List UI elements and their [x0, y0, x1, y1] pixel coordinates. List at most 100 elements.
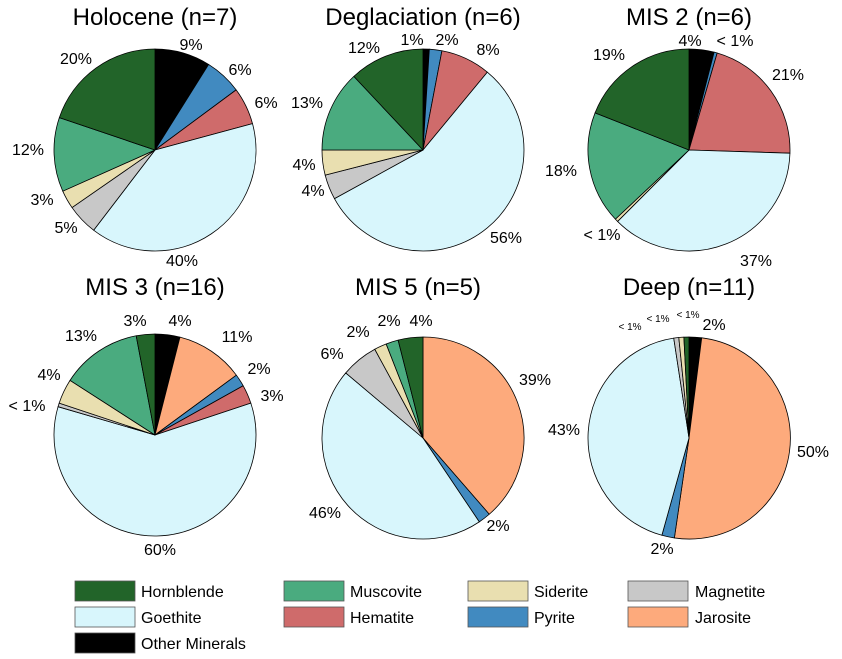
chart-title: Deep (n=11) — [623, 274, 755, 301]
pct-label: 4% — [168, 313, 191, 330]
legend-label: Magnetite — [695, 584, 765, 601]
pct-label: 2% — [486, 518, 509, 535]
legend-item-goethite: Goethite — [74, 606, 202, 628]
pie-mis2: MIS 2 (n=6) 4% < 1% 21% 37% < 1% 18% 19% — [545, 4, 804, 270]
pct-label: 3% — [123, 313, 146, 330]
pct-label: 2% — [650, 541, 673, 558]
legend-label: Siderite — [534, 584, 588, 601]
pie-slice-hornblende — [683, 336, 690, 439]
pct-label: 12% — [348, 40, 380, 57]
pie-slice-goethite — [587, 337, 690, 536]
pct-label: 40% — [166, 253, 198, 270]
pie-slice-muscovite — [69, 335, 156, 436]
pct-label: 4% — [409, 313, 432, 330]
pct-label: 6% — [320, 346, 343, 363]
pie-slice-goethite — [617, 149, 791, 252]
pie-slice-hornblende — [58, 48, 156, 151]
pie-holocene: Holocene (n=7) 9% 6% 6% 40% 5% 3% 12% 20… — [12, 4, 278, 270]
pct-label: 21% — [772, 67, 804, 84]
pct-label: 60% — [144, 542, 176, 559]
pct-label: 8% — [476, 42, 499, 59]
pct-label: < 1% — [717, 33, 754, 50]
legend-label: Hematite — [350, 610, 414, 627]
legend-item-other-minerals: Other Minerals — [74, 632, 246, 654]
pct-label: 37% — [740, 253, 772, 270]
pct-label: < 1% — [9, 398, 46, 415]
legend-label: Other Minerals — [141, 636, 246, 653]
pct-label: 4% — [301, 183, 324, 200]
chart-title: MIS 5 (n=5) — [355, 274, 481, 301]
pie-slice-jarosite — [154, 336, 237, 436]
pct-label: 43% — [548, 422, 580, 439]
pct-label: 2% — [247, 361, 270, 378]
pct-label: 6% — [228, 62, 251, 79]
pct-label: 1% — [400, 32, 423, 49]
pct-label-small: < 1% — [646, 314, 669, 325]
legend-item-siderite: Siderite — [467, 580, 588, 602]
legend-label: Muscovite — [350, 584, 422, 601]
pct-label: 2% — [702, 317, 725, 334]
legend-label: Jarosite — [695, 610, 751, 627]
pct-label: 13% — [291, 95, 323, 112]
legend-item-hornblende: Hornblende — [74, 580, 224, 602]
pct-label: 56% — [490, 230, 522, 247]
pie-slice-jarosite — [673, 337, 791, 540]
legend-label: Goethite — [141, 610, 202, 627]
pie-deglaciation: Deglaciation (n=6) 1% 2% 8% 56% 4% 4% 13… — [291, 4, 525, 252]
pct-label: 3% — [30, 192, 53, 209]
pct-label-small: < 1% — [618, 322, 641, 333]
pie-mis5: MIS 5 (n=5) 39% 2% 46% 6% 2% 2% 4% — [309, 274, 551, 540]
pie-slice-muscovite — [587, 112, 690, 220]
pct-label: 12% — [12, 142, 44, 159]
pct-label: 13% — [65, 328, 97, 345]
pct-label: 39% — [519, 372, 551, 389]
legend-swatch — [467, 606, 529, 628]
chart-title: MIS 3 (n=16) — [85, 274, 224, 301]
legend-swatch — [74, 580, 136, 602]
legend-item-magnetite: Magnetite — [627, 580, 765, 602]
pie-mis3: MIS 3 (n=16) 4% 11% 2% 3% 60% < 1% 4% 13… — [9, 274, 284, 559]
legend-swatch — [283, 580, 345, 602]
pct-label: 4% — [678, 33, 701, 50]
legend-label: Hornblende — [141, 584, 224, 601]
pct-label: 2% — [435, 32, 458, 49]
legend-item-muscovite: Muscovite — [283, 580, 422, 602]
chart-title: Deglaciation (n=6) — [325, 4, 520, 31]
pie-slice-goethite — [321, 372, 480, 540]
pct-label: 4% — [37, 367, 60, 384]
legend-swatch — [627, 606, 689, 628]
pct-label: 4% — [292, 157, 315, 174]
legend-swatch — [283, 606, 345, 628]
pct-label: < 1% — [584, 227, 621, 244]
legend-label: Pyrite — [534, 610, 575, 627]
pct-label: 2% — [346, 324, 369, 341]
pie-deep: Deep (n=11) 2% 50% 2% 43% < 1% < 1% < 1% — [548, 274, 829, 558]
chart-title: Holocene (n=7) — [73, 4, 238, 31]
legend-item-jarosite: Jarosite — [627, 606, 751, 628]
pct-label: 20% — [60, 51, 92, 68]
pie-slice-hornblende — [397, 336, 424, 439]
pie-slice-jarosite — [422, 336, 525, 515]
pie-slice-hornblende — [594, 48, 690, 151]
pie-slice-goethite — [93, 123, 257, 252]
pct-label: 5% — [54, 220, 77, 237]
pct-label: 2% — [377, 313, 400, 330]
pct-label: 9% — [179, 37, 202, 54]
legend-item-hematite: Hematite — [283, 606, 414, 628]
pct-label: 11% — [222, 329, 253, 346]
legend-swatch — [467, 580, 529, 602]
pct-label: 3% — [260, 388, 283, 405]
legend: Hornblende Muscovite Siderite Magnetite … — [74, 580, 765, 654]
pie-slice-hornblende — [135, 333, 156, 436]
pie-slice-muscovite — [321, 75, 424, 151]
pct-label-small: < 1% — [676, 310, 699, 321]
pct-label: 46% — [309, 505, 341, 522]
legend-swatch — [74, 606, 136, 628]
legend-swatch — [627, 580, 689, 602]
pct-label: 6% — [254, 95, 277, 112]
pie-slice-muscovite — [53, 117, 156, 192]
pie-slice-goethite — [53, 402, 257, 537]
pie-slice-hematite — [688, 52, 791, 154]
legend-item-pyrite: Pyrite — [467, 606, 575, 628]
